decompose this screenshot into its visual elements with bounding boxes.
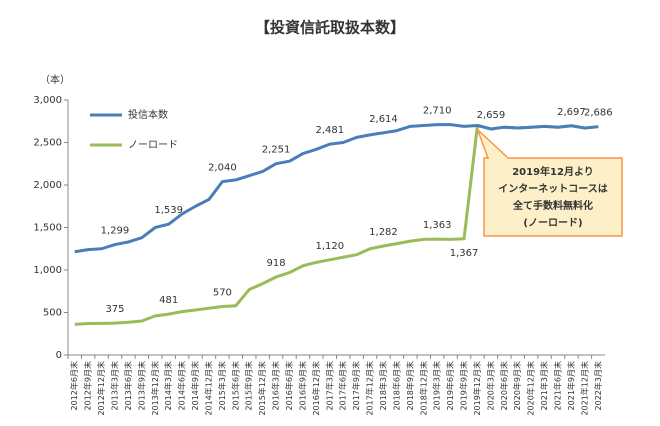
x-tick-label: 2017年6月末 bbox=[338, 361, 348, 410]
x-tick-label: 2019年9月末 bbox=[459, 361, 469, 410]
data-label: 2,481 bbox=[315, 125, 344, 136]
x-tick-label: 2019年6月末 bbox=[445, 361, 455, 410]
x-tick-label: 2015年9月末 bbox=[244, 361, 254, 410]
x-tick-label: 2020年12月末 bbox=[526, 361, 536, 416]
x-tick-label: 2015年6月末 bbox=[230, 361, 240, 410]
data-label: 2,686 bbox=[584, 108, 613, 119]
data-label: 375 bbox=[105, 304, 124, 315]
x-tick-label: 2020年6月末 bbox=[499, 361, 509, 410]
data-label: 570 bbox=[213, 288, 232, 299]
x-tick-label: 2012年6月末 bbox=[69, 361, 79, 410]
data-label: 2,614 bbox=[369, 114, 398, 125]
annotation-text: 全て手数料無料化 bbox=[512, 199, 593, 212]
data-label: 1,363 bbox=[423, 220, 452, 231]
data-label: 1,299 bbox=[101, 226, 130, 237]
x-tick-label: 2015年3月末 bbox=[217, 361, 227, 410]
x-tick-label: 2017年3月末 bbox=[324, 361, 334, 410]
y-tick-label: 1,500 bbox=[33, 223, 62, 234]
x-tick-label: 2013年6月末 bbox=[123, 361, 133, 410]
y-tick-label: 0 bbox=[56, 350, 62, 361]
x-tick-label: 2013年12月末 bbox=[150, 361, 160, 416]
x-tick-label: 2014年12月末 bbox=[203, 361, 213, 416]
annotation-text: インターネットコースは bbox=[498, 183, 608, 195]
data-label: 2,710 bbox=[423, 106, 452, 117]
x-tick-label: 2012年12月末 bbox=[96, 361, 106, 416]
data-label: 481 bbox=[159, 295, 178, 306]
x-tick-label: 2017年9月末 bbox=[351, 361, 361, 410]
annotation-text: (ノーロード) bbox=[523, 217, 582, 229]
x-tick-label: 2016年3月末 bbox=[271, 361, 281, 410]
series-line bbox=[74, 123, 599, 254]
data-label: 2,659 bbox=[477, 110, 506, 121]
data-label: 2,251 bbox=[262, 145, 291, 156]
chart-title: 【投資信託取扱本数】 bbox=[255, 19, 405, 37]
x-tick-label: 2014年6月末 bbox=[177, 361, 187, 410]
x-tick-label: 2019年12月末 bbox=[472, 361, 482, 416]
x-tick-label: 2013年3月末 bbox=[109, 361, 119, 410]
x-tick-label: 2016年6月末 bbox=[284, 361, 294, 410]
x-tick-label: 2018年6月末 bbox=[391, 361, 401, 410]
data-label: 1,367 bbox=[450, 248, 479, 259]
x-tick-label: 2021年12月末 bbox=[579, 361, 589, 416]
y-tick-label: 2,500 bbox=[33, 138, 62, 149]
annotation-box bbox=[483, 157, 623, 237]
annotation-arrow bbox=[476, 128, 510, 159]
x-tick-label: 2018年9月末 bbox=[405, 361, 415, 410]
data-label: 2,040 bbox=[208, 163, 237, 174]
x-tick-label: 2014年9月末 bbox=[190, 361, 200, 410]
x-tick-label: 2019年3月末 bbox=[432, 361, 442, 410]
x-tick-label: 2016年9月末 bbox=[297, 361, 307, 410]
y-tick-label: 3,000 bbox=[33, 95, 62, 106]
x-tick-label: 2022年3月末 bbox=[593, 361, 603, 410]
legend-label: 投信本数 bbox=[128, 108, 168, 121]
data-label: 1,539 bbox=[154, 205, 183, 216]
x-tick-label: 2018年12月末 bbox=[418, 361, 428, 416]
x-tick-label: 2021年3月末 bbox=[539, 361, 549, 410]
y-unit: （本） bbox=[40, 73, 70, 86]
x-tick-label: 2021年6月末 bbox=[553, 361, 563, 410]
data-label: 918 bbox=[267, 258, 286, 269]
y-tick-label: 500 bbox=[43, 308, 62, 319]
y-tick-label: 1,000 bbox=[33, 265, 62, 276]
x-tick-label: 2020年9月末 bbox=[512, 361, 522, 410]
legend-label: ノーロード bbox=[128, 140, 178, 151]
data-label: 1,120 bbox=[315, 241, 344, 252]
x-tick-label: 2015年12月末 bbox=[257, 361, 267, 416]
x-tick-label: 2012年9月末 bbox=[83, 361, 93, 410]
x-tick-label: 2017年12月末 bbox=[365, 361, 375, 416]
data-label: 2,697 bbox=[557, 107, 586, 118]
x-tick-label: 2014年3月末 bbox=[163, 361, 173, 410]
x-tick-label: 2020年3月末 bbox=[485, 361, 495, 410]
x-tick-label: 2021年9月末 bbox=[566, 361, 576, 410]
x-tick-label: 2013年9月末 bbox=[136, 361, 146, 410]
y-tick-label: 2,000 bbox=[33, 180, 62, 191]
x-tick-label: 2018年3月末 bbox=[378, 361, 388, 410]
annotation-text: 2019年12月より bbox=[512, 165, 594, 178]
x-tick-label: 2016年12月末 bbox=[311, 361, 321, 416]
data-label: 1,282 bbox=[369, 227, 398, 238]
